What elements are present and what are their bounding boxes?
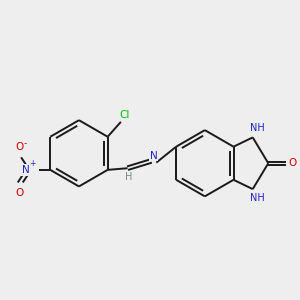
Text: N: N bbox=[150, 151, 158, 160]
Text: NH: NH bbox=[250, 124, 264, 134]
Text: O: O bbox=[15, 188, 24, 198]
Text: O: O bbox=[289, 158, 297, 168]
Text: H: H bbox=[125, 172, 133, 182]
Text: Cl: Cl bbox=[120, 110, 130, 120]
Text: -: - bbox=[24, 139, 27, 148]
Text: +: + bbox=[29, 159, 35, 168]
Text: O: O bbox=[15, 142, 24, 152]
Text: NH: NH bbox=[250, 193, 264, 203]
Text: N: N bbox=[22, 165, 30, 175]
